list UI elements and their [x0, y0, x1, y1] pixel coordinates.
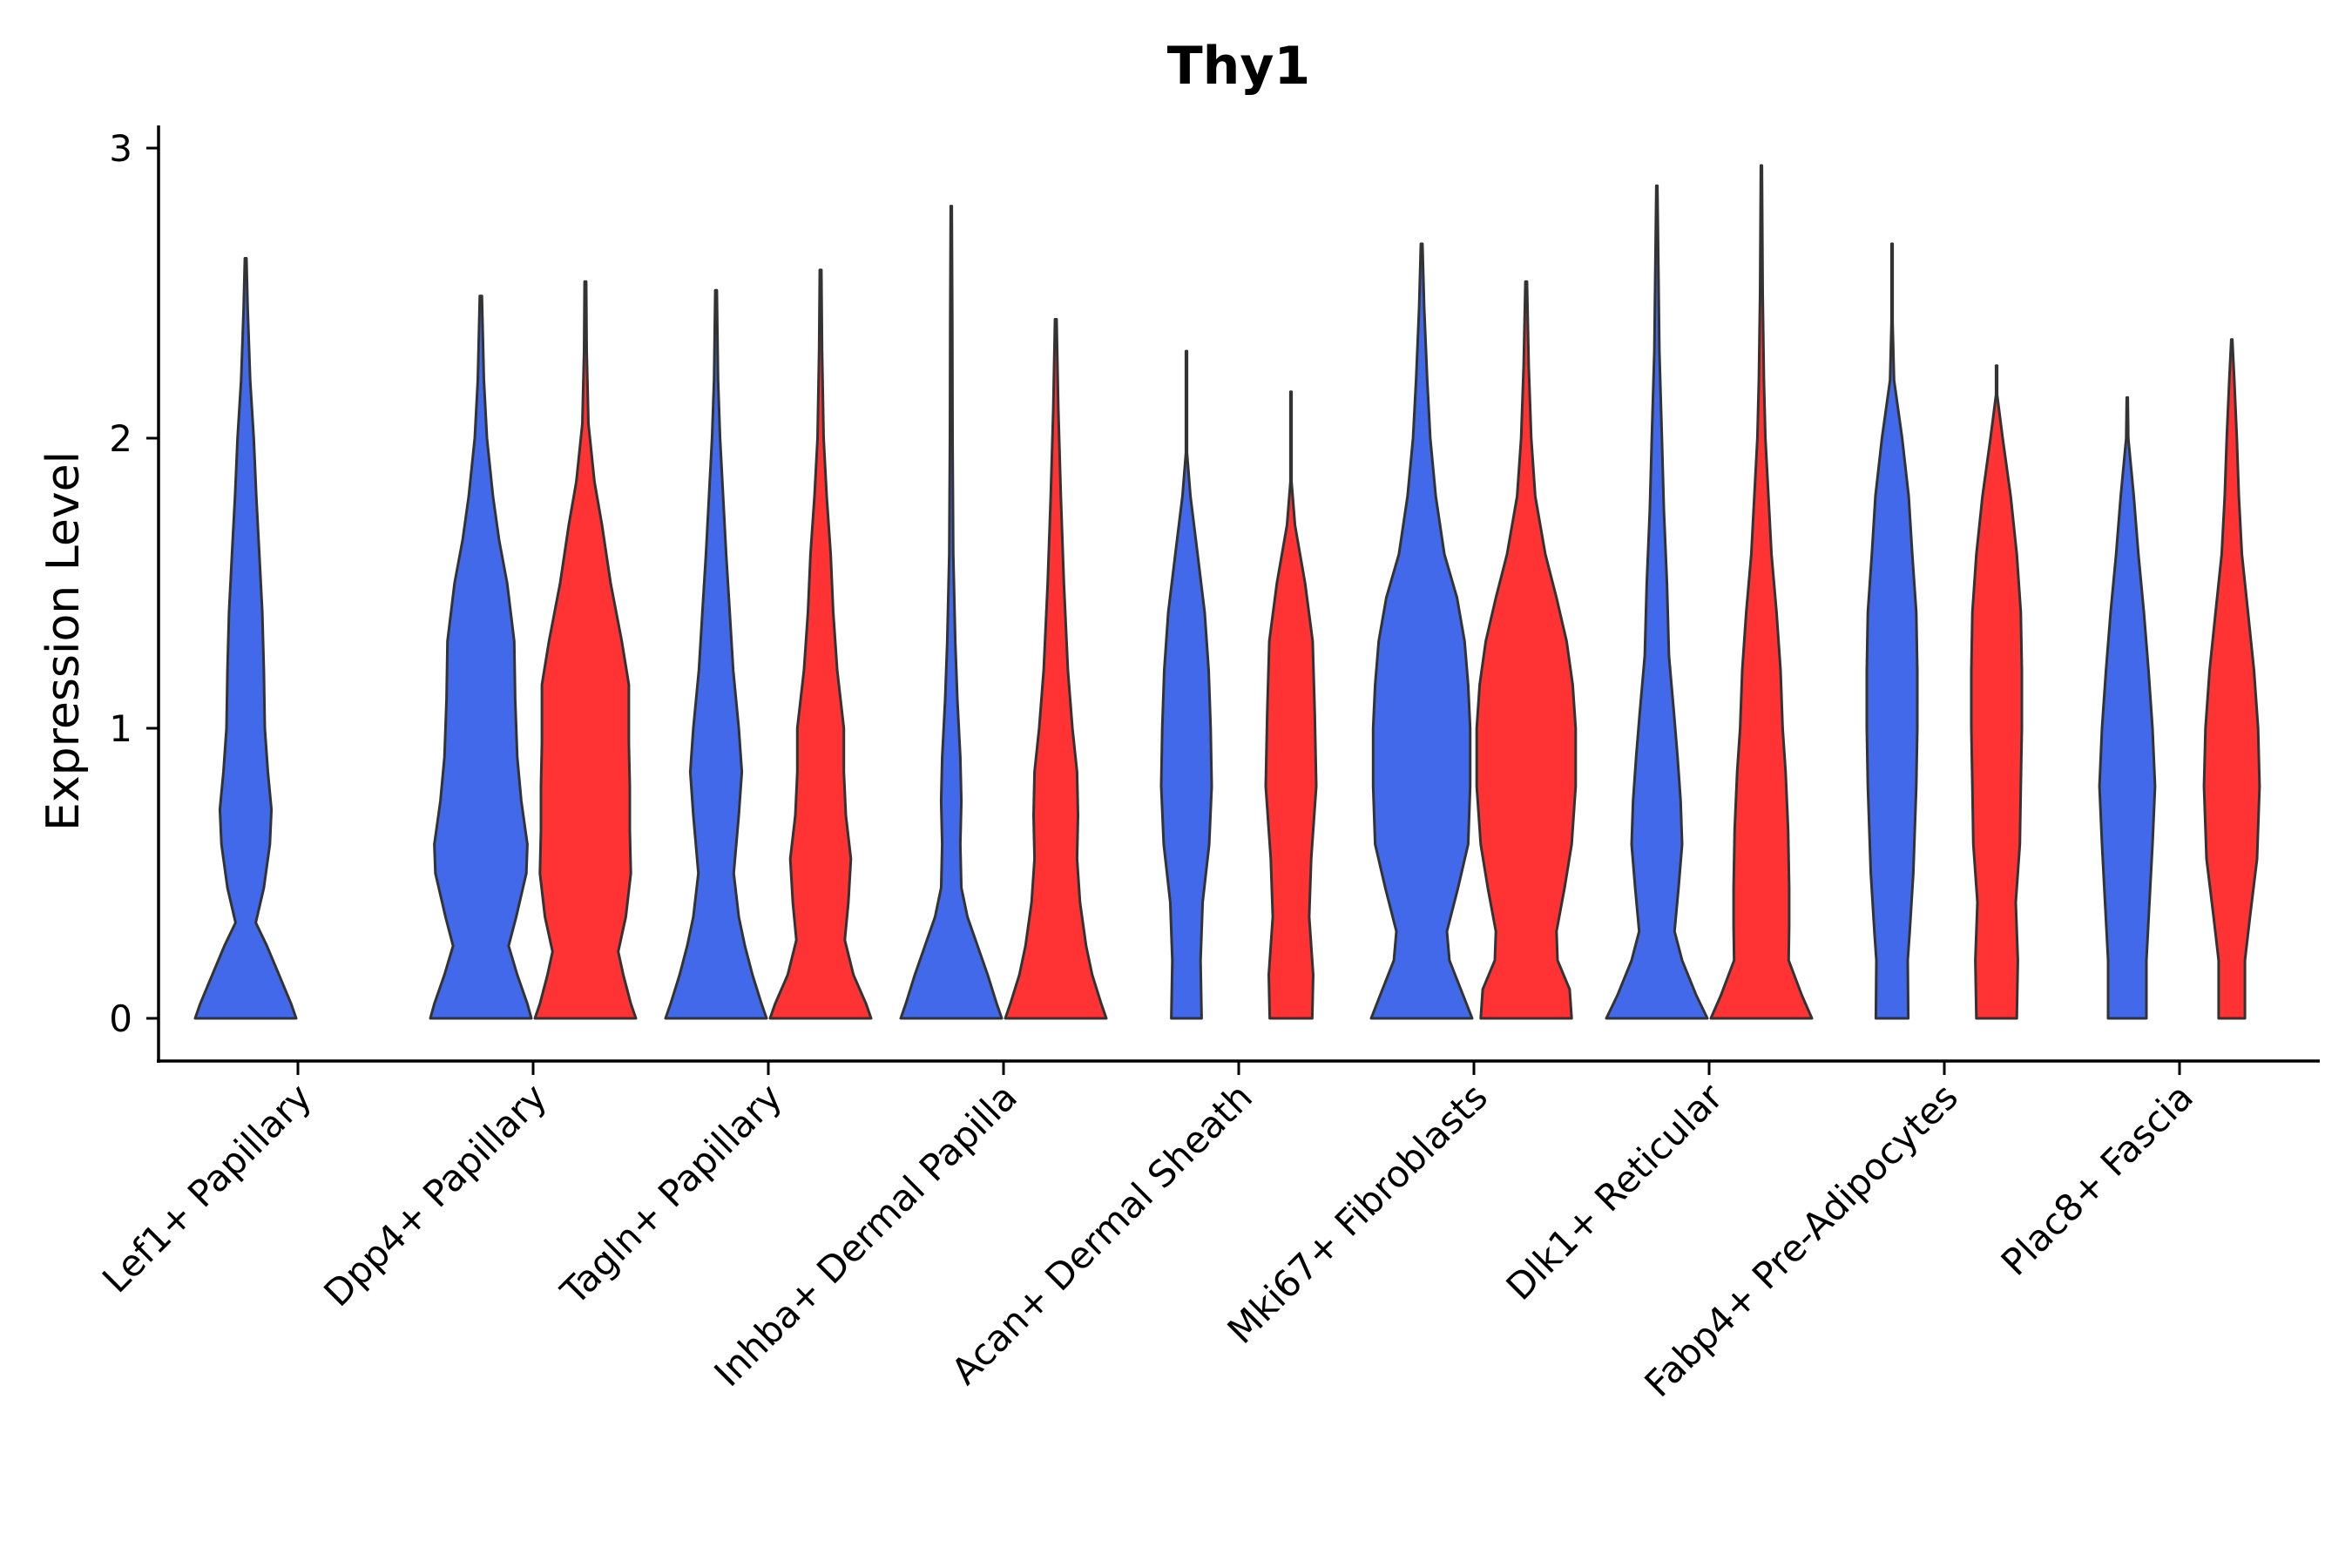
chart-title: Thy1: [1167, 36, 1311, 97]
violins-layer: [193, 164, 2261, 1020]
violin-1: [193, 257, 298, 1020]
violin-2: [429, 294, 533, 1020]
violin-10: [1369, 242, 1474, 1020]
y-tick-label: 1: [109, 707, 132, 750]
violin-16: [2098, 395, 2157, 1020]
x-tick-label: Mki67+ Fibroblasts: [1220, 1075, 1496, 1351]
violin-6: [899, 205, 1004, 1020]
violin-8: [1159, 349, 1213, 1020]
violin-11: [1475, 280, 1578, 1020]
y-axis-title: Expression Level: [37, 451, 90, 831]
violin-3: [533, 280, 638, 1020]
violin-13: [1709, 164, 1814, 1020]
violin-12: [1605, 184, 1709, 1020]
y-tick-label: 2: [109, 417, 132, 460]
violin-4: [664, 288, 768, 1020]
violin-17: [2202, 338, 2261, 1020]
y-tick-label: 0: [109, 997, 132, 1040]
x-tick-label: Plac8+ Fascia: [1993, 1075, 2201, 1283]
violin-5: [768, 268, 873, 1020]
x-tick-label: Lef1+ Papillary: [94, 1075, 320, 1301]
y-axis-ticks: 0 1 2 3: [109, 127, 159, 1040]
violin-7: [1004, 318, 1108, 1020]
x-tick-label: Dpp4+ Papillary: [315, 1075, 555, 1315]
x-tick-label: Dlk1+ Reticular: [1498, 1075, 1732, 1308]
violin-15: [1970, 364, 2024, 1020]
x-tick-label: Tagln+ Papillary: [552, 1075, 790, 1313]
violin-9: [1264, 390, 1318, 1020]
y-tick-label: 3: [109, 127, 132, 170]
violin-14: [1865, 242, 1919, 1020]
